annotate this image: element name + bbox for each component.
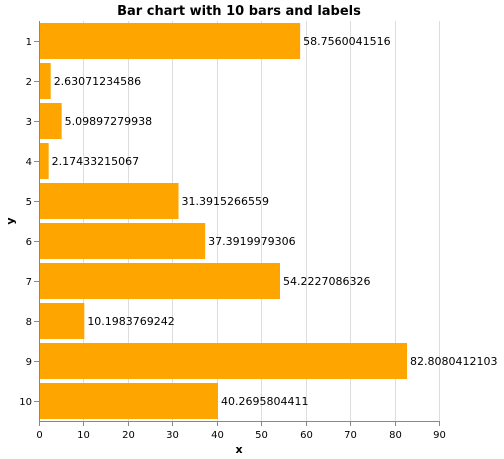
- y-tick-label-1: 1: [26, 37, 32, 48]
- x-tick-label-2: 20: [122, 430, 135, 441]
- x-tick-label-9: 90: [433, 430, 446, 441]
- y-tick-label-8: 8: [26, 317, 32, 328]
- data-label-6: 37.3919979306: [208, 235, 295, 248]
- data-label-4: 2.17433215067: [52, 155, 139, 168]
- x-tick-label-1: 10: [77, 430, 90, 441]
- y-axis-title: y: [4, 217, 17, 224]
- bars: [39, 23, 408, 419]
- x-tick-label-3: 30: [166, 430, 179, 441]
- x-axis-title: x: [235, 443, 242, 456]
- grid: [39, 21, 440, 421]
- x-tick-label-4: 40: [211, 430, 224, 441]
- y-tick-label-2: 2: [26, 77, 32, 88]
- bar-6: [39, 223, 206, 259]
- data-labels: 58.7560041516 2.63071234586 5.09897279938 2…: [52, 35, 498, 408]
- bar-5: [39, 183, 179, 219]
- y-tick-label-10: 10: [19, 397, 32, 408]
- data-label-2: 2.63071234586: [54, 75, 141, 88]
- bar-8: [39, 303, 85, 339]
- x-tick-label-5: 50: [255, 430, 268, 441]
- axes: 0 10 20 30 40 50 60 70 80 90 1 2 3 4 5 6 7 8 9 10: [19, 21, 446, 441]
- bar-10: [39, 383, 218, 419]
- x-tick-label-6: 60: [300, 430, 313, 441]
- x-tick-label-0: 0: [36, 430, 42, 441]
- bar-4: [39, 143, 49, 179]
- y-tick-label-4: 4: [26, 157, 32, 168]
- data-label-1: 58.7560041516: [303, 35, 390, 48]
- y-tick-label-7: 7: [26, 277, 32, 288]
- data-label-7: 54.2227086326: [283, 275, 370, 288]
- data-label-3: 5.09897279938: [65, 115, 152, 128]
- y-tick-label-9: 9: [26, 357, 32, 368]
- chart-title: Bar chart with 10 bars and labels: [117, 4, 361, 19]
- bar-3: [39, 103, 62, 139]
- bar-2: [39, 63, 51, 99]
- y-tick-label-6: 6: [26, 237, 32, 248]
- bar-9: [39, 343, 408, 379]
- x-tick-label-8: 80: [389, 430, 402, 441]
- data-label-8: 10.1983769242: [87, 315, 174, 328]
- y-tick-label-5: 5: [26, 197, 32, 208]
- bar-1: [39, 23, 301, 59]
- x-tick-label-7: 70: [344, 430, 357, 441]
- y-tick-label-3: 3: [26, 117, 32, 128]
- data-label-5: 31.3915266559: [182, 195, 269, 208]
- data-label-10: 40.2695804411: [221, 395, 308, 408]
- data-label-9: 82.8080412103: [410, 355, 497, 368]
- bar-7: [39, 263, 280, 299]
